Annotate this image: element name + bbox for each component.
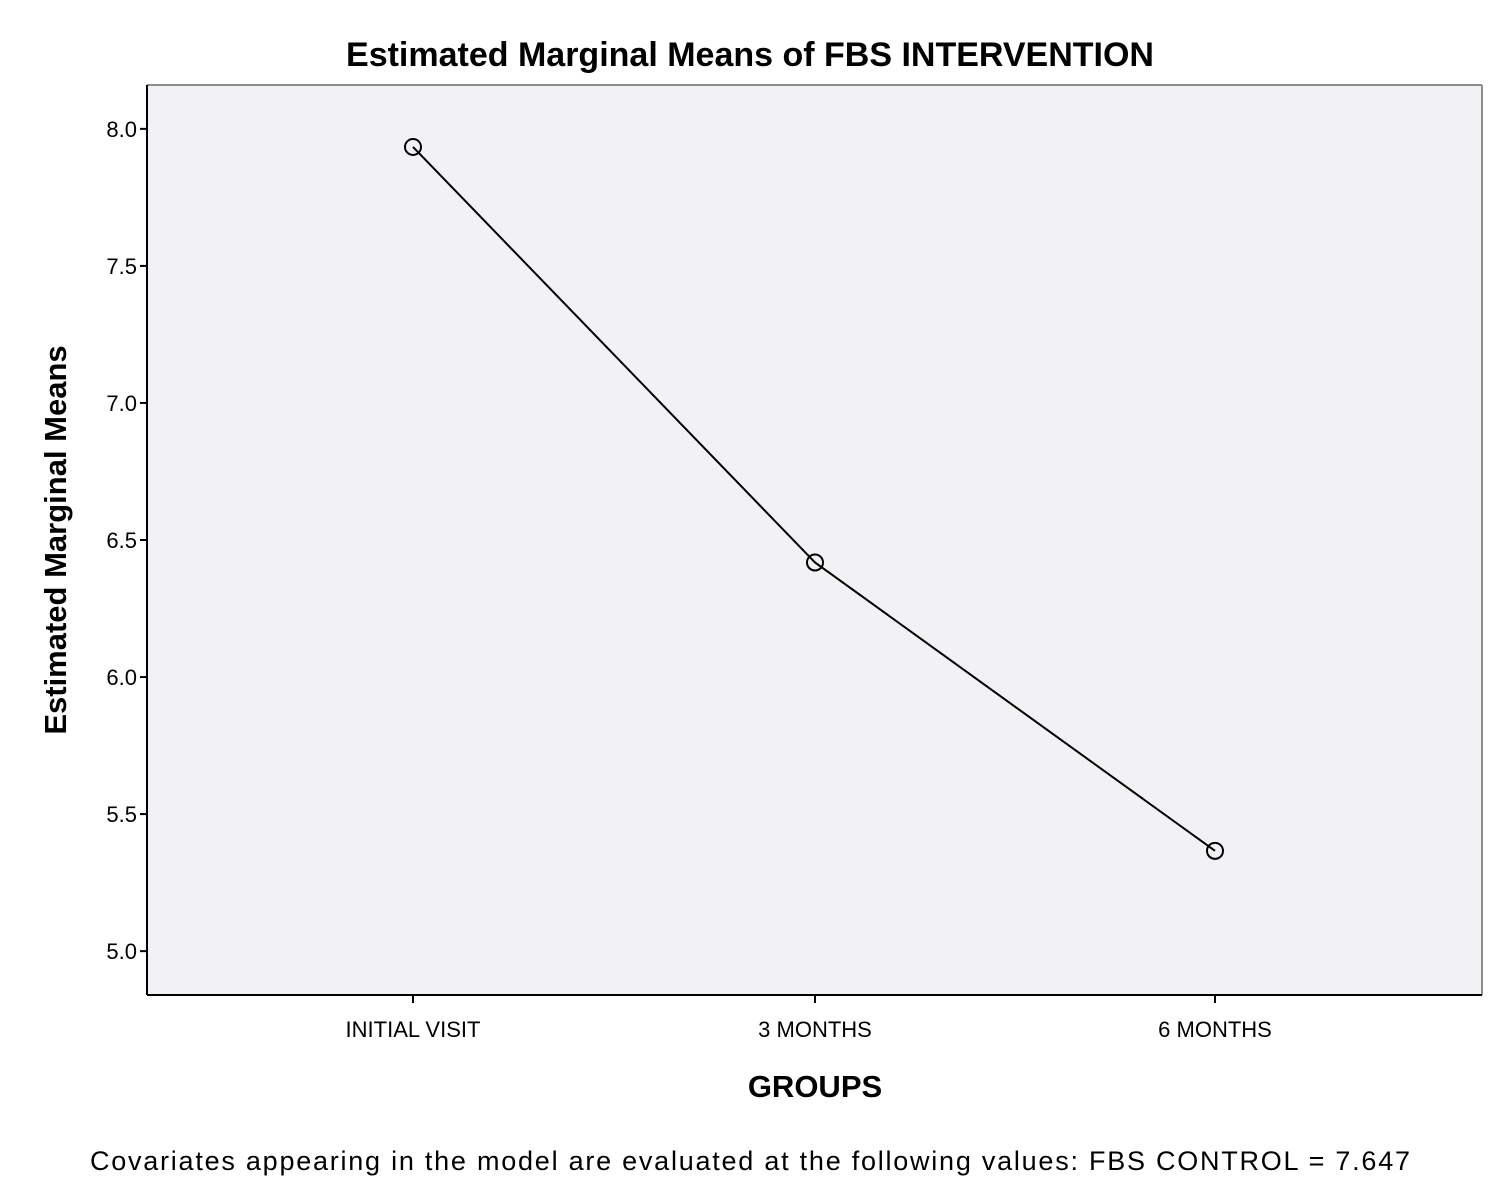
x-tick-label: 6 MONTHS — [1158, 1017, 1272, 1042]
y-tick-label: 7.5 — [106, 254, 137, 279]
x-ticks: INITIAL VISIT 3 MONTHS 6 MONTHS — [346, 995, 1272, 1042]
y-tick-label: 6.0 — [106, 665, 137, 690]
plot-area — [147, 85, 1482, 995]
y-tick-label: 5.5 — [106, 802, 137, 827]
x-tick-label: INITIAL VISIT — [346, 1017, 481, 1042]
y-tick-label: 8.0 — [106, 117, 137, 142]
data-point — [404, 137, 422, 156]
x-axis-title: GROUPS — [748, 1069, 882, 1104]
x-tick-label: 3 MONTHS — [758, 1017, 872, 1042]
y-axis-title: Estimated Marginal Means — [38, 345, 73, 734]
series-fbs-intervention — [404, 137, 1224, 860]
y-tick-label: 5.0 — [106, 939, 137, 964]
series-line — [412, 146, 1216, 852]
data-point — [806, 553, 824, 572]
y-tick-label: 7.0 — [106, 391, 137, 416]
chart-title: Estimated Marginal Means of FBS INTERVEN… — [346, 36, 1154, 74]
y-ticks: 5.0 5.5 6.0 6.5 7.0 7.5 8.0 — [106, 117, 147, 964]
y-tick-label: 6.5 — [106, 528, 137, 553]
data-point — [1206, 841, 1224, 860]
footnote: Covariates appearing in the model are ev… — [90, 1146, 1410, 1176]
